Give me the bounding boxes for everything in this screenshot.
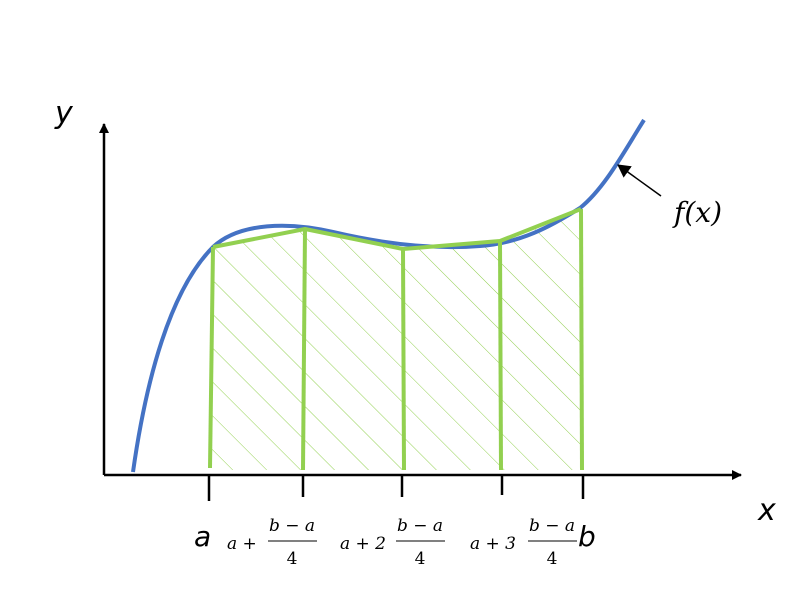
function-label: f(x) [672, 196, 722, 229]
tick-label-a: a [194, 520, 211, 553]
tick-label-1-numerator: b − a [269, 516, 315, 536]
y-axis-label: y [54, 96, 74, 131]
tick-label-2-numerator: b − a [397, 516, 443, 536]
trapezoid-tops [212, 207, 582, 251]
trapezoid-side-3 [498, 240, 503, 471]
trapezoid-side-1 [301, 228, 307, 471]
tick-label-2: a + 2 b − a 4 [340, 516, 445, 569]
trapezoids [208, 207, 584, 471]
curve-annotation-arrow [617, 164, 662, 197]
tick-label-1: a + b − a 4 [227, 516, 317, 569]
trapezoid-side-2 [401, 248, 406, 471]
tick-label-2-lead: a + 2 [340, 534, 386, 554]
tick-label-3-numerator: b − a [529, 516, 575, 536]
tick-label-3-lead: a + 3 [470, 534, 516, 554]
x-axis-label: x [757, 493, 776, 528]
trapezoid-side-a [208, 246, 215, 469]
tick-label-2-denominator: 4 [415, 549, 426, 569]
trapezoid-side-b [579, 208, 584, 471]
tick-label-b: b [578, 520, 596, 553]
tick-label-3: a + 3 b − a 4 [470, 516, 577, 569]
tick-label-1-lead: a + [227, 534, 257, 554]
tick-label-1-denominator: 4 [287, 549, 298, 569]
tick-label-3-denominator: 4 [547, 549, 558, 569]
